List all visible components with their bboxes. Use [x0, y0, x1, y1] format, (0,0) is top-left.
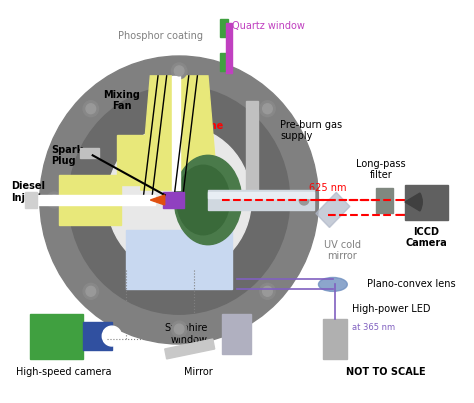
FancyBboxPatch shape	[30, 314, 83, 359]
FancyBboxPatch shape	[405, 185, 448, 220]
Polygon shape	[150, 195, 165, 205]
FancyBboxPatch shape	[226, 23, 232, 73]
Text: Phosphor coating: Phosphor coating	[118, 31, 203, 41]
FancyBboxPatch shape	[220, 53, 228, 71]
Text: Quartz window: Quartz window	[232, 21, 305, 31]
Text: Diesel
Injector: Diesel Injector	[11, 181, 54, 203]
Circle shape	[172, 63, 187, 79]
Circle shape	[172, 321, 187, 337]
Text: High-power LED: High-power LED	[352, 304, 430, 314]
FancyBboxPatch shape	[173, 76, 180, 190]
FancyBboxPatch shape	[163, 192, 184, 208]
FancyBboxPatch shape	[208, 190, 314, 210]
Polygon shape	[316, 192, 350, 228]
FancyBboxPatch shape	[208, 192, 314, 198]
Circle shape	[46, 192, 62, 208]
Circle shape	[263, 287, 272, 296]
Polygon shape	[165, 339, 215, 359]
Ellipse shape	[177, 165, 229, 235]
FancyBboxPatch shape	[59, 175, 121, 225]
Circle shape	[49, 195, 59, 205]
Circle shape	[83, 101, 99, 116]
Text: Mixing
Fan: Mixing Fan	[103, 90, 140, 112]
Text: 625 nm: 625 nm	[310, 183, 347, 193]
Text: ICCD
Camera: ICCD Camera	[405, 227, 447, 248]
FancyBboxPatch shape	[376, 188, 393, 213]
Text: Long-pass
filter: Long-pass filter	[356, 158, 406, 180]
Circle shape	[69, 86, 290, 314]
Circle shape	[174, 66, 184, 76]
Text: Pre-burn gas
supply: Pre-burn gas supply	[280, 120, 342, 141]
Text: NOT TO SCALE: NOT TO SCALE	[346, 367, 426, 377]
Circle shape	[83, 283, 99, 299]
FancyBboxPatch shape	[323, 319, 347, 359]
Text: Mirror: Mirror	[184, 367, 213, 377]
FancyBboxPatch shape	[26, 192, 37, 208]
Text: Plano-convex lens: Plano-convex lens	[366, 279, 455, 289]
Circle shape	[86, 104, 96, 114]
Text: Spark
Plug: Spark Plug	[51, 145, 83, 166]
Ellipse shape	[319, 278, 347, 291]
Circle shape	[107, 125, 251, 274]
Circle shape	[40, 56, 319, 344]
Circle shape	[260, 101, 275, 116]
Circle shape	[263, 104, 272, 114]
Wedge shape	[405, 193, 422, 211]
FancyBboxPatch shape	[220, 19, 228, 37]
FancyBboxPatch shape	[222, 314, 251, 354]
FancyBboxPatch shape	[83, 322, 112, 350]
Circle shape	[174, 324, 184, 334]
Polygon shape	[117, 135, 155, 185]
Ellipse shape	[174, 155, 242, 245]
FancyBboxPatch shape	[126, 230, 232, 289]
Circle shape	[102, 326, 121, 346]
Text: High-speed camera: High-speed camera	[16, 367, 111, 377]
FancyBboxPatch shape	[80, 148, 100, 158]
FancyBboxPatch shape	[30, 195, 155, 205]
Text: Diesel flame: Diesel flame	[155, 120, 223, 131]
Polygon shape	[141, 76, 218, 190]
Circle shape	[86, 287, 96, 296]
Text: Sapphire
window: Sapphire window	[164, 323, 208, 345]
Circle shape	[296, 192, 312, 208]
Circle shape	[260, 283, 275, 299]
Text: UV cold
mirror: UV cold mirror	[324, 240, 361, 261]
Text: at 365 nm: at 365 nm	[352, 323, 395, 332]
Circle shape	[299, 195, 309, 205]
FancyBboxPatch shape	[246, 101, 258, 190]
